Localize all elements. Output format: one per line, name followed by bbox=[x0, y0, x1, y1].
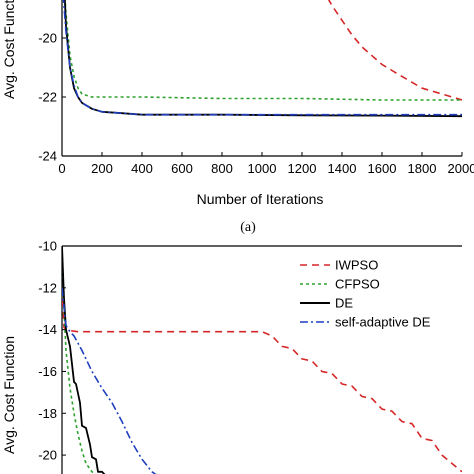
panel-b-chart: Avg. Cost Function -20 -18 -16 -14 -12 -10 IW… bbox=[1, 239, 462, 474]
panel-b-y-axis-label: Avg. Cost Function bbox=[1, 336, 17, 454]
legend-label-self-adaptive-de: self-adaptive DE bbox=[335, 315, 431, 330]
y-tick-label: -20 bbox=[38, 448, 57, 463]
panel-b-legend: IWPSO CFPSO DE self-adaptive DE bbox=[300, 258, 431, 330]
series-line-series-4 bbox=[62, 0, 462, 116]
y-tick-label: -22 bbox=[38, 90, 57, 105]
x-tick-label: 1400 bbox=[328, 161, 357, 176]
legend-label-iwpso: IWPSO bbox=[335, 258, 378, 273]
series-line-iwpso bbox=[62, 287, 462, 473]
y-tick-label: -20 bbox=[38, 31, 57, 46]
y-tick-label: -12 bbox=[38, 280, 57, 295]
legend-label-de: DE bbox=[335, 296, 353, 311]
panel-a-x-axis-label: Number of Iterations bbox=[197, 191, 324, 207]
series-line-self-adaptive-de bbox=[62, 287, 157, 474]
series-line-cfpso bbox=[62, 246, 97, 474]
y-tick-label: -16 bbox=[38, 364, 57, 379]
series-line-series-3 bbox=[63, 0, 462, 118]
y-tick-label: -24 bbox=[38, 149, 57, 164]
series-line-series-1 bbox=[327, 0, 462, 101]
x-tick-label: 600 bbox=[171, 161, 193, 176]
x-tick-label: 400 bbox=[131, 161, 153, 176]
x-tick-label: 1800 bbox=[408, 161, 437, 176]
series-line-de bbox=[62, 246, 106, 474]
y-tick-label: -18 bbox=[38, 406, 57, 421]
panel-a-caption: (a) bbox=[240, 220, 256, 235]
panel-a-chart: Avg. Cost Function -24-22-20-18020040060… bbox=[1, 0, 474, 235]
y-tick-label: -10 bbox=[38, 239, 57, 254]
x-tick-label: 1200 bbox=[288, 161, 317, 176]
y-tick-label: -14 bbox=[38, 322, 57, 337]
x-tick-label: 1600 bbox=[368, 161, 397, 176]
legend-label-cfpso: CFPSO bbox=[335, 277, 380, 292]
panel-b-plot-area: -20 -18 -16 -14 -12 -10 bbox=[38, 239, 462, 474]
x-tick-label: 1000 bbox=[248, 161, 277, 176]
x-tick-label: 0 bbox=[58, 161, 65, 176]
series-line-series-2 bbox=[64, 0, 462, 101]
x-tick-label: 2000 bbox=[448, 161, 474, 176]
x-tick-label: 800 bbox=[211, 161, 233, 176]
x-tick-label: 200 bbox=[91, 161, 113, 176]
panel-a-y-axis-label: Avg. Cost Function bbox=[1, 0, 17, 99]
panel-a-plot-area: -24-22-20-180200400600800100012001400160… bbox=[38, 0, 474, 176]
